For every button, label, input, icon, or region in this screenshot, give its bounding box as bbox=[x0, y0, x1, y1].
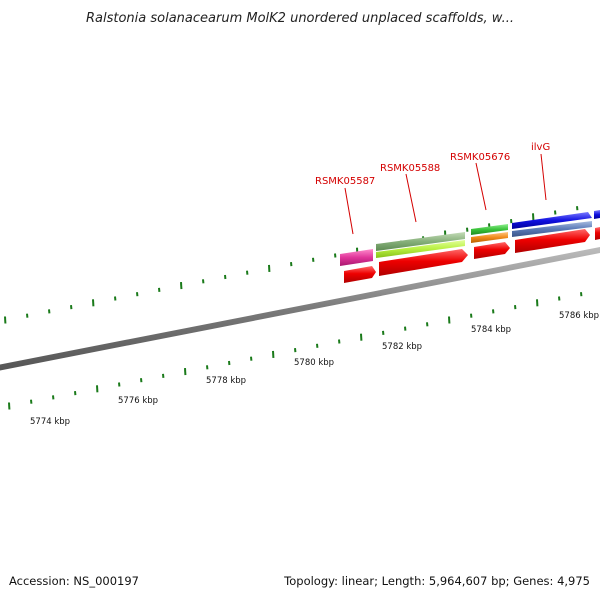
gene-red-arrow-3[interactable] bbox=[474, 242, 510, 259]
gene-red-arrow-edge[interactable] bbox=[595, 227, 600, 240]
leader-line-ilvg bbox=[540, 153, 547, 201]
gene-red-arrow-2[interactable] bbox=[379, 249, 468, 276]
gene-steelblue-block[interactable] bbox=[512, 221, 592, 237]
gene-label-ilvg[interactable]: ilvG bbox=[531, 142, 550, 153]
scale-label-5774: 5774 kbp bbox=[30, 417, 70, 427]
gene-labels: RSMK05587 RSMK05588 RSMK05676 ilvG bbox=[315, 142, 550, 235]
leader-line-rsmk05587 bbox=[344, 187, 354, 235]
lower-tick-row bbox=[8, 292, 583, 410]
gene-green-block[interactable] bbox=[471, 224, 508, 235]
genome-summary-text: Topology: linear; Length: 5,964,607 bp; … bbox=[283, 574, 590, 588]
gene-label-rsmk05588[interactable]: RSMK05588 bbox=[380, 163, 440, 174]
gene-red-arrow-4[interactable] bbox=[515, 229, 590, 253]
gene-track bbox=[340, 210, 600, 283]
leader-line-rsmk05676 bbox=[475, 162, 487, 211]
scale-labels: 5774 kbp 5776 kbp 5778 kbp 5780 kbp 5782… bbox=[30, 311, 599, 427]
gene-blue-arrow-edge[interactable] bbox=[594, 210, 600, 219]
scale-label-5784: 5784 kbp bbox=[471, 325, 511, 335]
scale-label-5780: 5780 kbp bbox=[294, 358, 334, 368]
map-title: Ralstonia solanacearum MolK2 unordered u… bbox=[86, 11, 514, 26]
gene-blue-arrow[interactable] bbox=[512, 212, 592, 229]
genome-backbone bbox=[0, 247, 600, 371]
scale-label-5782: 5782 kbp bbox=[382, 342, 422, 352]
gene-label-rsmk05676[interactable]: RSMK05676 bbox=[450, 152, 510, 163]
gene-orange-block[interactable] bbox=[471, 232, 508, 243]
gene-magenta-block[interactable] bbox=[340, 249, 373, 266]
gene-sage-block[interactable] bbox=[376, 232, 465, 251]
scale-label-5778: 5778 kbp bbox=[206, 376, 246, 386]
upper-tick-row bbox=[4, 206, 579, 324]
gene-red-arrow-1[interactable] bbox=[344, 266, 376, 283]
gene-label-rsmk05587[interactable]: RSMK05587 bbox=[315, 176, 375, 187]
gene-lime-block[interactable] bbox=[376, 240, 465, 258]
leader-line-rsmk05588 bbox=[405, 173, 417, 223]
scale-label-5776: 5776 kbp bbox=[118, 396, 158, 406]
scale-label-5786: 5786 kbp bbox=[559, 311, 599, 321]
accession-text: Accession: NS_000197 bbox=[9, 574, 139, 588]
